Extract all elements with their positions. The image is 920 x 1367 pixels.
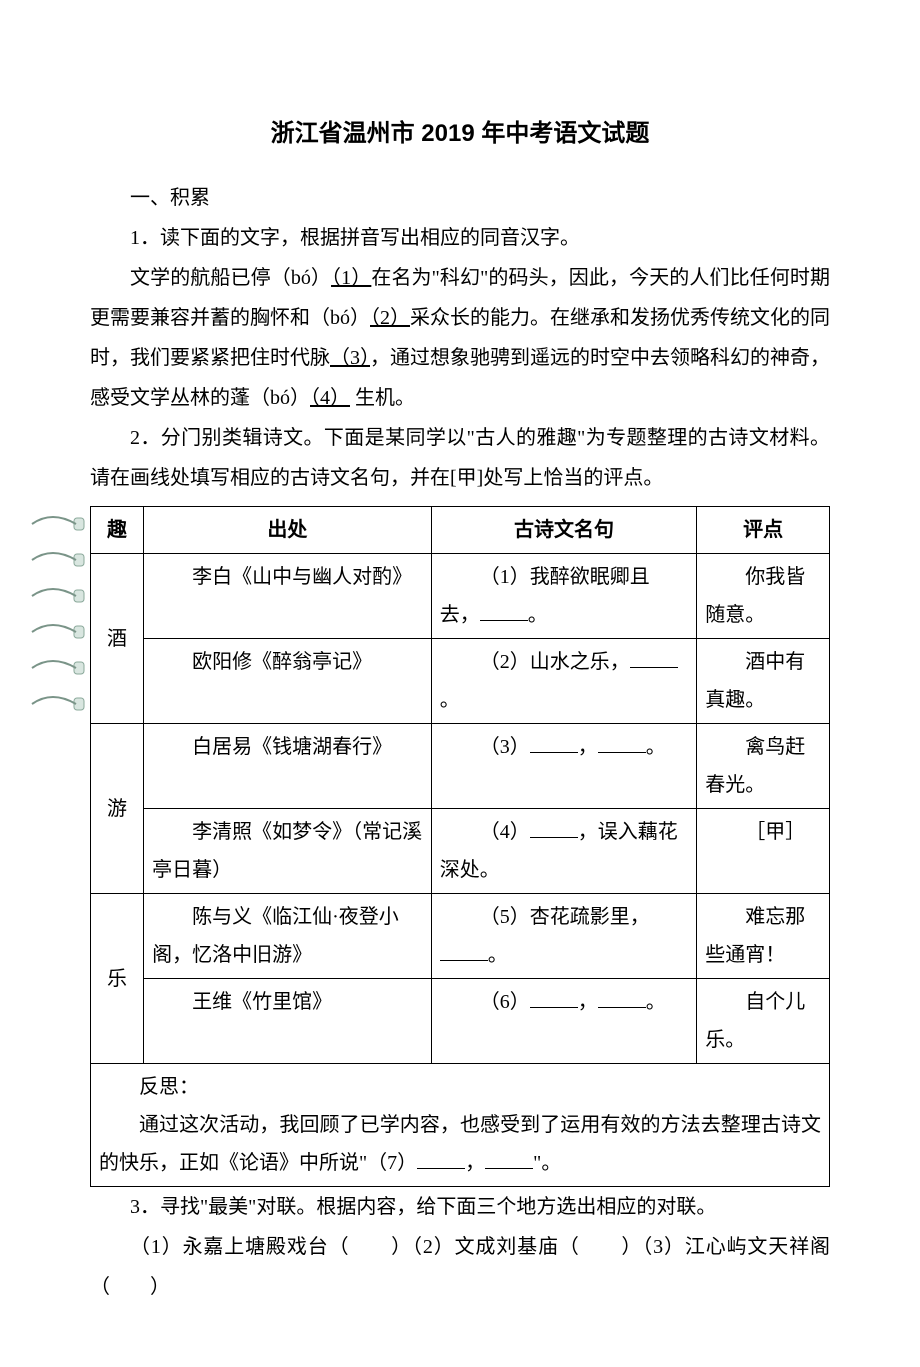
header-qu: 趣 xyxy=(91,507,144,554)
src-cell: 陈与义《临江仙·夜登小阁，忆洛中旧游》 xyxy=(144,894,432,979)
note-cell: 自个儿乐。 xyxy=(697,979,830,1064)
verse-post: 。 xyxy=(646,991,666,1013)
table-row: 欧阳修《醉翁亭记》 （2）山水之乐， 。 酒中有真趣。 xyxy=(91,639,830,724)
q1-blank-2: （2） xyxy=(370,307,410,329)
note-cell: 难忘那些通宵！ xyxy=(697,894,830,979)
fill-blank xyxy=(485,1148,533,1169)
group-qu-travel: 游 xyxy=(91,724,144,894)
poetry-table: 趣 出处 古诗文名句 评点 酒 李白《山中与幽人对酌》 （1）我醉欲眠卿且去，。… xyxy=(90,506,830,1187)
table-header-row: 趣 出处 古诗文名句 评点 xyxy=(91,507,830,554)
verse-pre: （5）杏花疏影里， xyxy=(480,906,650,928)
src-cell: 欧阳修《醉翁亭记》 xyxy=(144,639,432,724)
reflect-cell: 反思： 通过这次活动，我回顾了已学内容，也感受到了运用有效的方法去整理古诗文的快… xyxy=(91,1064,830,1187)
poetry-table-wrap: 趣 出处 古诗文名句 评点 酒 李白《山中与幽人对酌》 （1）我醉欲眠卿且去，。… xyxy=(90,506,830,1187)
verse-pre: （2）山水之乐， xyxy=(480,651,630,673)
verse-cell: （2）山水之乐， 。 xyxy=(431,639,697,724)
note-cell: 你我皆随意。 xyxy=(697,554,830,639)
notebook-spiral-icon xyxy=(30,506,90,722)
exam-title: 浙江省温州市 2019 年中考语文试题 xyxy=(90,110,830,158)
verse-cell: （4），误入藕花深处。 xyxy=(431,809,697,894)
verse-pre: （6） xyxy=(480,991,530,1013)
q1-stem: 1．读下面的文字，根据拼音写出相应的同音汉字。 xyxy=(90,218,830,258)
src-cell: 李清照《如梦令》（常记溪亭日暮） xyxy=(144,809,432,894)
table-row: 酒 李白《山中与幽人对酌》 （1）我醉欲眠卿且去，。 你我皆随意。 xyxy=(91,554,830,639)
group-qu-joy: 乐 xyxy=(91,894,144,1064)
verse-post: 。 xyxy=(528,604,548,626)
header-verse: 古诗文名句 xyxy=(431,507,697,554)
header-src: 出处 xyxy=(144,507,432,554)
q3-options: （1）永嘉上塘殿戏台（ ）（2）文成刘基庙（ ）（3）江心屿文天祥阁（ ） xyxy=(90,1227,830,1307)
fill-blank xyxy=(480,600,528,621)
table-row: 李清照《如梦令》（常记溪亭日暮） （4），误入藕花深处。 ［甲］ xyxy=(91,809,830,894)
q1-blank-3: （3） xyxy=(330,347,370,369)
exam-page: 浙江省温州市 2019 年中考语文试题 一、积累 1．读下面的文字，根据拼音写出… xyxy=(0,0,920,1367)
verse-pre: （4） xyxy=(480,821,530,843)
verse-pre: （3） xyxy=(480,736,530,758)
reflect-body: 通过这次活动，我回顾了已学内容，也感受到了运用有效的方法去整理古诗文的快乐，正如… xyxy=(99,1106,821,1182)
fill-blank xyxy=(530,987,578,1008)
verse-post: 。 xyxy=(646,736,666,758)
verse-cell: （5）杏花疏影里， 。 xyxy=(431,894,697,979)
fill-blank xyxy=(598,987,646,1008)
fill-blank xyxy=(598,732,646,753)
src-cell: 李白《山中与幽人对酌》 xyxy=(144,554,432,639)
header-note: 评点 xyxy=(697,507,830,554)
verse-post: 。 xyxy=(440,689,460,711)
verse-mid: ， xyxy=(578,991,598,1013)
fill-blank xyxy=(417,1148,465,1169)
verse-cell: （3） ， 。 xyxy=(431,724,697,809)
verse-post: 。 xyxy=(488,944,508,966)
reflect-mid: ， xyxy=(465,1152,485,1174)
q1-body: 文学的航船已停（bó）（1）在名为"科幻"的码头，因此，今天的人们比任何时期更需… xyxy=(90,258,830,418)
q3-stem: 3．寻找"最美"对联。根据内容，给下面三个地方选出相应的对联。 xyxy=(90,1187,830,1227)
fill-blank xyxy=(440,940,488,961)
verse-cell: （6） ， 。 xyxy=(431,979,697,1064)
src-cell: 白居易《钱塘湖春行》 xyxy=(144,724,432,809)
fill-blank xyxy=(630,647,678,668)
verse-mid: ， xyxy=(578,736,598,758)
reflect-row: 反思： 通过这次活动，我回顾了已学内容，也感受到了运用有效的方法去整理古诗文的快… xyxy=(91,1064,830,1187)
q1-text-5: 生机。 xyxy=(350,387,415,409)
table-row: 王维《竹里馆》 （6） ， 。 自个儿乐。 xyxy=(91,979,830,1064)
reflect-heading: 反思： xyxy=(99,1068,821,1106)
table-row: 乐 陈与义《临江仙·夜登小阁，忆洛中旧游》 （5）杏花疏影里，。 难忘那些通宵！ xyxy=(91,894,830,979)
verse-cell: （1）我醉欲眠卿且去，。 xyxy=(431,554,697,639)
note-cell: 酒中有真趣。 xyxy=(697,639,830,724)
note-cell: 禽鸟赶春光。 xyxy=(697,724,830,809)
q1-blank-1: （1） xyxy=(331,267,371,289)
fill-blank xyxy=(530,817,578,838)
group-qu-wine: 酒 xyxy=(91,554,144,724)
section-heading-1: 一、积累 xyxy=(90,178,830,218)
src-cell: 王维《竹里馆》 xyxy=(144,979,432,1064)
fill-blank xyxy=(530,732,578,753)
q2-stem: 2．分门别类辑诗文。下面是某同学以"古人的雅趣"为专题整理的古诗文材料。请在画线… xyxy=(90,418,830,498)
note-cell: ［甲］ xyxy=(697,809,830,894)
reflect-post: "。 xyxy=(533,1152,561,1174)
q1-blank-4: （4） xyxy=(310,387,350,409)
table-row: 游 白居易《钱塘湖春行》 （3），。 禽鸟赶春光。 xyxy=(91,724,830,809)
q1-text-1: 文学的航船已停（bó） xyxy=(130,267,331,289)
